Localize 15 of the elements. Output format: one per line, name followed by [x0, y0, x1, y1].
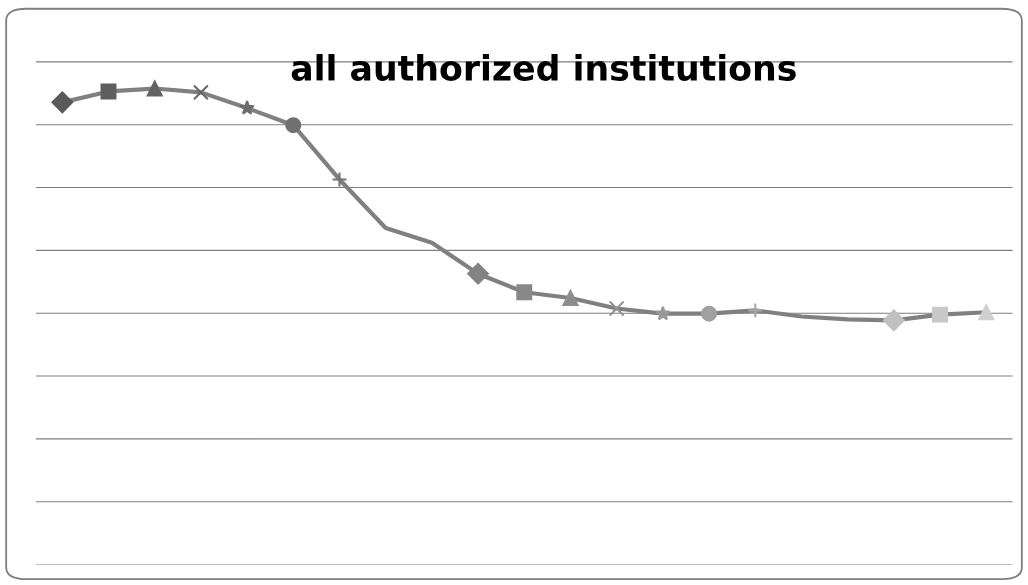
point [608, 300, 625, 317]
point [239, 100, 255, 115]
point [747, 302, 764, 319]
chart-title: all authorized institutions [291, 54, 796, 81]
point [655, 305, 671, 321]
point [192, 84, 209, 101]
point [100, 83, 117, 100]
point [562, 289, 579, 306]
point [146, 80, 163, 97]
point [932, 306, 949, 323]
point [331, 171, 348, 188]
point [516, 284, 533, 301]
point [285, 117, 302, 134]
point [978, 304, 995, 321]
point [701, 305, 718, 322]
